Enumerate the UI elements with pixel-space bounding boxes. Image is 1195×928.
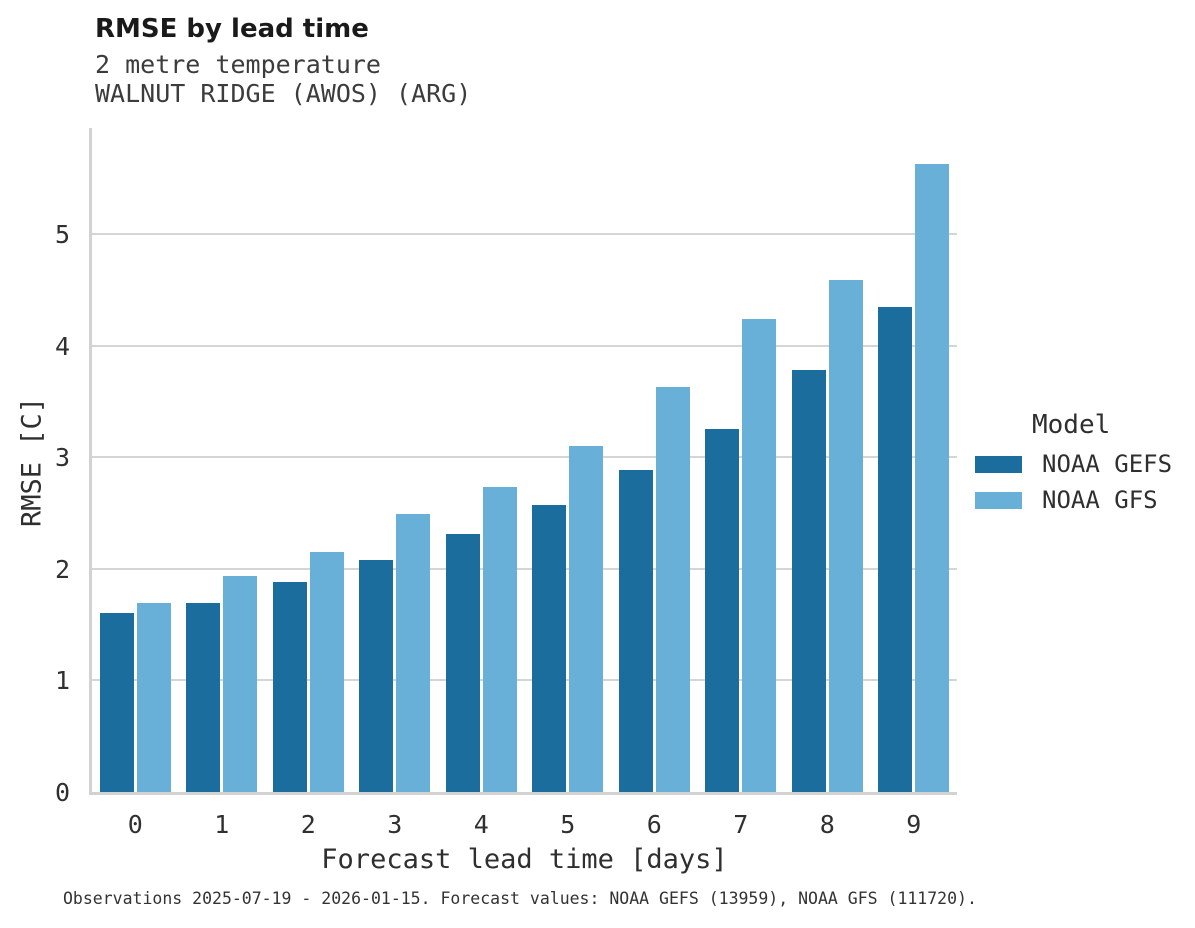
bar-noaa-gfs-lead-3 <box>396 514 431 792</box>
bar-noaa-gfs-lead-1 <box>223 575 258 792</box>
bar-noaa-gefs-lead-7 <box>705 429 740 792</box>
bar-noaa-gfs-lead-5 <box>569 446 604 792</box>
legend: Model NOAA GEFS NOAA GFS <box>975 410 1173 514</box>
x-axis-line <box>89 792 957 795</box>
y-tick-label-1: 1 <box>54 666 70 696</box>
gridline-y-4 <box>92 344 957 347</box>
y-tick-label-0: 0 <box>54 778 70 807</box>
y-tick-label-3: 3 <box>54 443 70 473</box>
chart-subtitle-station: WALNUT RIDGE (AWOS) (ARG) <box>95 79 472 108</box>
x-tick-label-8: 8 <box>819 810 835 839</box>
bar-noaa-gefs-lead-6 <box>618 469 653 792</box>
footer-caption: Observations 2025-07-19 - 2026-01-15. Fo… <box>63 889 977 908</box>
legend-item-noaa-gefs: NOAA GEFS <box>975 450 1173 478</box>
bar-noaa-gefs-lead-8 <box>791 370 826 792</box>
chart-subtitle-variable: 2 metre temperature <box>95 50 381 79</box>
bar-noaa-gfs-lead-6 <box>655 386 690 792</box>
gridline-y-2 <box>92 567 957 570</box>
y-tick-label-5: 5 <box>54 220 70 250</box>
bar-noaa-gefs-lead-4 <box>445 534 480 792</box>
x-tick-label-0: 0 <box>127 810 143 839</box>
y-axis-line <box>89 128 92 795</box>
bar-noaa-gefs-lead-2 <box>272 582 307 792</box>
x-tick-label-2: 2 <box>300 810 316 839</box>
x-tick-label-3: 3 <box>387 810 403 839</box>
y-axis-labels: 0 1 2 3 4 5 <box>0 128 70 807</box>
x-tick-label-9: 9 <box>906 810 922 839</box>
bar-noaa-gfs-lead-2 <box>309 552 344 792</box>
bar-noaa-gfs-lead-4 <box>482 487 517 792</box>
plot-area <box>89 128 957 795</box>
y-tick-label-2: 2 <box>54 554 70 584</box>
bar-noaa-gefs-lead-1 <box>186 603 221 792</box>
chart-title: RMSE by lead time <box>95 14 369 44</box>
bar-noaa-gefs-lead-9 <box>878 306 913 792</box>
bar-noaa-gfs-lead-7 <box>742 318 777 792</box>
bar-noaa-gfs-lead-0 <box>136 603 171 792</box>
x-tick-label-1: 1 <box>214 810 230 839</box>
legend-swatch-noaa-gefs <box>975 455 1022 473</box>
legend-item-label: NOAA GEFS <box>1042 450 1173 478</box>
bar-noaa-gfs-lead-9 <box>915 163 950 792</box>
x-axis-labels: 0 1 2 3 4 5 6 7 8 9 <box>92 810 957 842</box>
gridline-y-1 <box>92 679 957 682</box>
x-axis-title: Forecast lead time [days] <box>321 844 728 875</box>
y-tick-label-4: 4 <box>54 331 70 361</box>
x-tick-label-4: 4 <box>473 810 489 839</box>
legend-item-label: NOAA GFS <box>1042 486 1158 514</box>
x-tick-label-6: 6 <box>646 810 662 839</box>
gridline-y-5 <box>92 233 957 236</box>
bar-noaa-gfs-lead-8 <box>828 279 863 792</box>
bar-noaa-gefs-lead-0 <box>99 613 134 792</box>
x-tick-label-5: 5 <box>560 810 576 839</box>
bar-noaa-gefs-lead-5 <box>532 505 567 792</box>
gridline-y-3 <box>92 456 957 459</box>
legend-item-noaa-gfs: NOAA GFS <box>975 486 1172 514</box>
bar-noaa-gefs-lead-3 <box>359 559 394 792</box>
legend-swatch-noaa-gfs <box>975 491 1022 509</box>
legend-title: Model <box>1032 410 1111 440</box>
x-tick-label-7: 7 <box>733 810 749 839</box>
